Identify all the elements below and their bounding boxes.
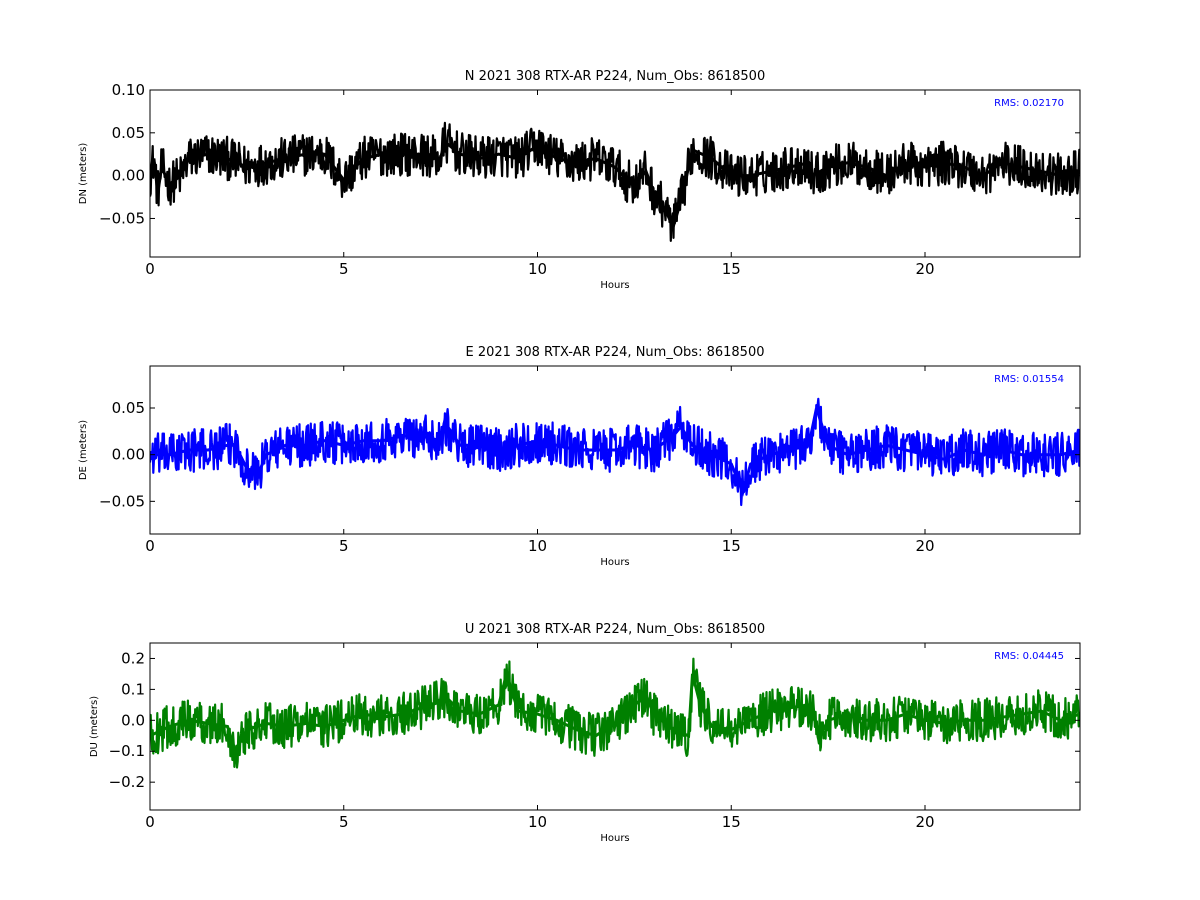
n-xtick-label: 20 [915, 260, 934, 278]
e-series-line [150, 407, 1080, 497]
u-ytick-label: 0.0 [121, 711, 145, 729]
u-xtick-label: 10 [528, 813, 547, 831]
u-ytick-label: −0.2 [109, 773, 145, 791]
u-xtick-label: 0 [145, 813, 155, 831]
n-series-line [150, 138, 1080, 232]
n-ytick-label: −0.05 [99, 209, 145, 227]
e-panel: E 2021 308 RTX-AR P224, Num_Obs: 8618500… [78, 345, 1081, 568]
u-panel: U 2021 308 RTX-AR P224, Num_Obs: 8618500… [89, 622, 1081, 844]
e-xtick-label: 20 [915, 537, 934, 555]
u-ytick-label: 0.1 [121, 680, 145, 698]
n-xtick-label: 0 [145, 260, 155, 278]
u-chart-title: U 2021 308 RTX-AR P224, Num_Obs: 8618500 [465, 622, 765, 637]
e-rms-label: RMS: 0.01554 [994, 374, 1064, 385]
u-xaxis-label: Hours [600, 833, 629, 844]
e-chart-title: E 2021 308 RTX-AR P224, Num_Obs: 8618500 [466, 345, 765, 360]
n-xaxis-label: Hours [600, 280, 629, 291]
n-panel: N 2021 308 RTX-AR P224, Num_Obs: 8618500… [78, 69, 1081, 291]
e-yaxis-label: DE (meters) [78, 420, 89, 480]
u-rms-label: RMS: 0.04445 [994, 651, 1064, 662]
n-ytick-label: 0.00 [112, 167, 145, 185]
u-xtick-label: 20 [915, 813, 934, 831]
panels: N 2021 308 RTX-AR P224, Num_Obs: 8618500… [78, 69, 1081, 844]
e-ytick-label: 0.05 [112, 399, 145, 417]
e-ytick-label: −0.05 [99, 492, 145, 510]
n-series-noise [150, 121, 1080, 242]
e-xaxis-label: Hours [600, 557, 629, 568]
e-xtick-label: 10 [528, 537, 547, 555]
n-chart-title: N 2021 308 RTX-AR P224, Num_Obs: 8618500 [465, 69, 765, 84]
u-series-line [150, 668, 1080, 756]
n-plot-frame [149, 89, 1081, 258]
u-ytick-label: 0.2 [121, 649, 145, 667]
e-series [150, 397, 1080, 507]
u-plot-frame [149, 642, 1081, 811]
e-ytick-label: 0.00 [112, 446, 145, 464]
n-xtick-label: 10 [528, 260, 547, 278]
u-series-noise [150, 657, 1080, 769]
e-xtick-label: 0 [145, 537, 155, 555]
n-ytick-label: 0.05 [112, 124, 145, 142]
u-xtick-label: 5 [339, 813, 349, 831]
n-rms-label: RMS: 0.02170 [994, 98, 1064, 109]
e-plot-frame [149, 365, 1081, 535]
n-yaxis-label: DN (meters) [78, 143, 89, 205]
n-series [150, 121, 1080, 242]
e-xtick-label: 5 [339, 537, 349, 555]
u-xtick-label: 15 [722, 813, 741, 831]
n-xtick-label: 5 [339, 260, 349, 278]
u-ytick-label: −0.1 [109, 742, 145, 760]
e-xtick-label: 15 [722, 537, 741, 555]
u-series [150, 657, 1080, 769]
n-xtick-label: 15 [722, 260, 741, 278]
u-yaxis-label: DU (meters) [89, 696, 100, 757]
n-ytick-label: 0.10 [112, 81, 145, 99]
